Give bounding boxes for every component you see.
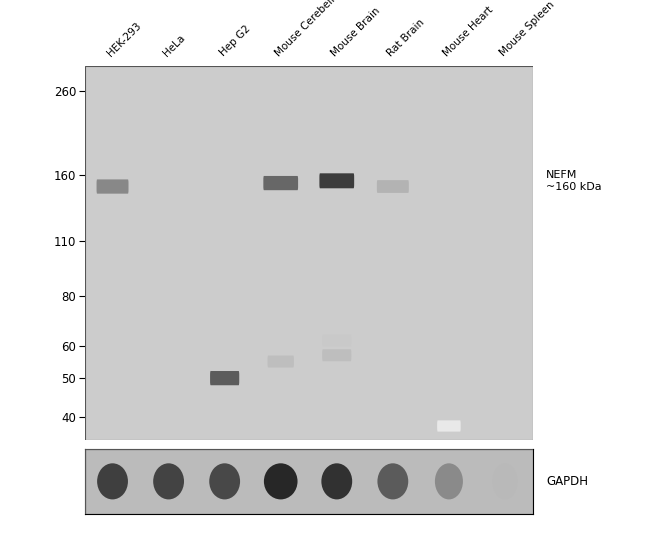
Ellipse shape bbox=[435, 463, 463, 499]
Ellipse shape bbox=[209, 463, 240, 499]
Text: Mouse Cerebellum: Mouse Cerebellum bbox=[274, 0, 349, 58]
Text: GAPDH: GAPDH bbox=[546, 475, 588, 488]
Ellipse shape bbox=[321, 463, 352, 499]
FancyBboxPatch shape bbox=[322, 350, 352, 361]
Ellipse shape bbox=[492, 463, 517, 499]
FancyBboxPatch shape bbox=[97, 179, 129, 194]
Text: HEK-293: HEK-293 bbox=[105, 20, 143, 58]
FancyBboxPatch shape bbox=[268, 356, 294, 368]
Text: Hep G2: Hep G2 bbox=[218, 24, 252, 58]
Text: Mouse Spleen: Mouse Spleen bbox=[498, 0, 556, 58]
FancyBboxPatch shape bbox=[263, 176, 298, 190]
Text: Mouse Brain: Mouse Brain bbox=[330, 5, 382, 58]
Ellipse shape bbox=[378, 463, 408, 499]
FancyBboxPatch shape bbox=[210, 371, 239, 385]
FancyBboxPatch shape bbox=[377, 180, 409, 193]
Text: Mouse Heart: Mouse Heart bbox=[442, 4, 495, 58]
Ellipse shape bbox=[97, 463, 128, 499]
FancyBboxPatch shape bbox=[319, 173, 354, 188]
FancyBboxPatch shape bbox=[437, 421, 461, 432]
Ellipse shape bbox=[153, 463, 184, 499]
Ellipse shape bbox=[264, 463, 298, 499]
FancyBboxPatch shape bbox=[322, 335, 352, 347]
Text: HeLa: HeLa bbox=[161, 32, 187, 58]
Text: NEFM
~160 kDa: NEFM ~160 kDa bbox=[546, 170, 602, 191]
Text: Rat Brain: Rat Brain bbox=[385, 17, 427, 58]
